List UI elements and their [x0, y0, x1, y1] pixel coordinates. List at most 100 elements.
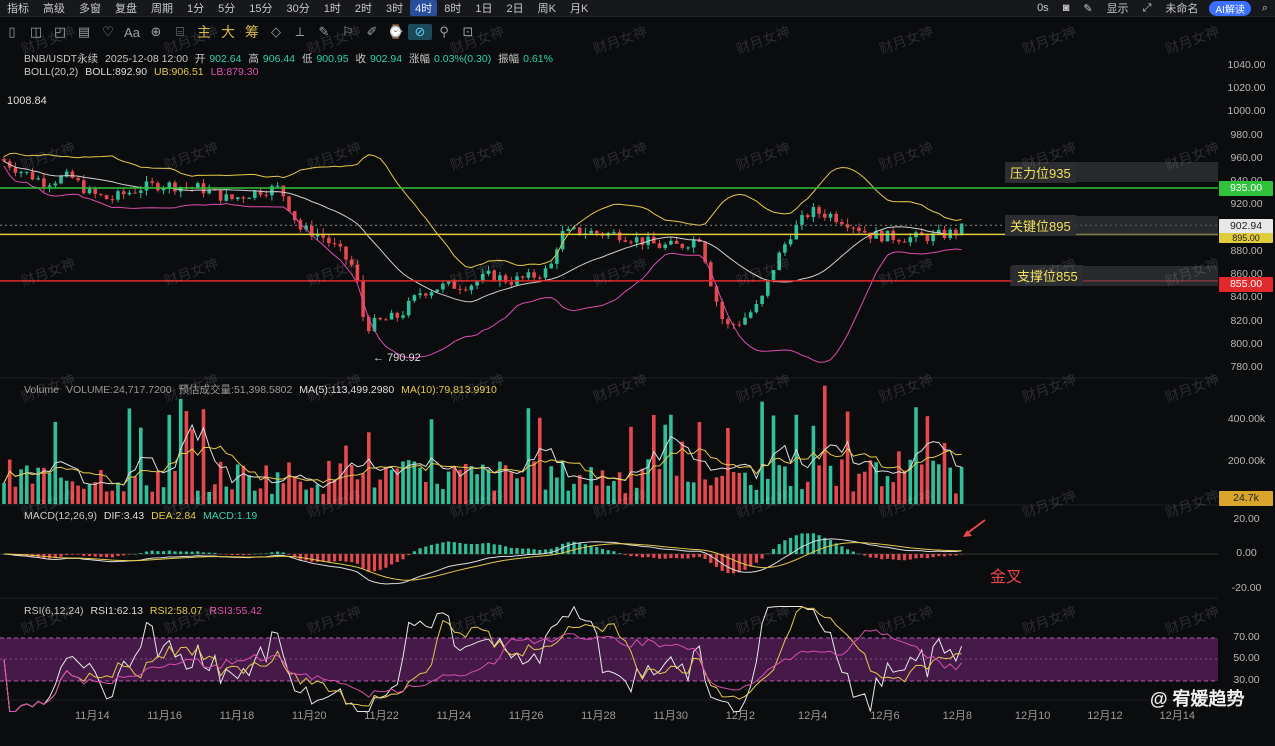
macd-histogram-bar [224, 554, 228, 555]
macd-name[interactable]: MACD(12,26,9) [24, 510, 97, 522]
topbar-item-5[interactable]: 1分 [187, 3, 205, 15]
volume-bar [919, 464, 924, 504]
topbar-item-13[interactable]: 8时 [444, 3, 462, 15]
candle-body [840, 221, 844, 225]
macd-histogram-bar [196, 551, 200, 554]
pen-icon[interactable]: ✎ [1083, 2, 1093, 15]
macd-histogram-bar [629, 554, 633, 557]
volume-bar [412, 461, 417, 504]
volume-bar [549, 466, 553, 504]
candle-body [612, 232, 616, 234]
candle-body [714, 286, 719, 302]
volume-ma10: MA(10):79,813.9910 [401, 384, 497, 396]
macd-histogram-bar [258, 553, 263, 555]
volume-bar [93, 482, 97, 504]
macd-axis[interactable]: 20.00 0.00 -20.00 [1218, 0, 1275, 600]
drawing-tool-5[interactable]: Aa [124, 24, 140, 40]
drawing-tool-15[interactable]: ✐ [366, 24, 378, 39]
topbar-item-3[interactable]: 复盘 [115, 3, 137, 15]
drawing-tool-9[interactable]: 大 [221, 24, 235, 40]
volume-bar [486, 469, 491, 504]
drawing-tool-12[interactable]: ⟂ [295, 24, 305, 39]
candle-body [748, 312, 753, 318]
display-button[interactable]: 显示 [1106, 3, 1129, 15]
low-value: 900.95 [316, 53, 349, 65]
drawing-tool-8[interactable]: 主 [197, 24, 211, 40]
price-axis[interactable]: 1040.001020.001000.00980.00960.00940.009… [1218, 0, 1275, 380]
kline-chart[interactable] [0, 46, 1218, 746]
macd-histogram-bar [868, 554, 872, 558]
rsi3-line [3, 629, 962, 712]
candle-body [498, 275, 502, 282]
topbar-item-0[interactable]: 指标 [7, 3, 29, 15]
topbar-item-7[interactable]: 15分 [249, 3, 273, 15]
drawing-tool-16[interactable]: ⌚ [387, 24, 405, 39]
ai-interpret-button[interactable]: AI解读 [1209, 0, 1251, 16]
candle-body [469, 285, 474, 291]
camera-icon[interactable]: ◙ [1062, 2, 1070, 14]
macd-histogram-bar [777, 544, 781, 554]
volume-bar [845, 411, 850, 504]
topbar-item-17[interactable]: 月K [569, 3, 589, 15]
drawing-tool-4[interactable]: ♡ [102, 24, 114, 39]
time-tick-0: 11月14 [75, 710, 110, 722]
drawing-tool-2[interactable]: ◰ [53, 24, 67, 39]
candle-body [82, 180, 86, 194]
volume-bar [304, 489, 308, 504]
search-icon[interactable]: ⌕ [1261, 1, 1268, 14]
volume-bar [173, 470, 177, 504]
fullscreen-icon[interactable]: ⤢ [1142, 1, 1152, 14]
topbar-item-16[interactable]: 周K [537, 3, 556, 15]
topbar-item-10[interactable]: 2时 [354, 3, 372, 15]
candle-body [851, 227, 856, 229]
high-label: 高 [248, 53, 259, 65]
topbar-item-15[interactable]: 2日 [506, 3, 524, 15]
drawing-tool-1[interactable]: ◫ [29, 24, 43, 39]
topbar-item-4[interactable]: 周期 [151, 3, 173, 15]
drawing-tool-17[interactable]: ⊘ [408, 24, 432, 40]
volume-bar [42, 467, 46, 504]
macd-histogram-bar [526, 548, 530, 554]
rsi2-line [3, 606, 962, 712]
macd-histogram-bar [201, 552, 206, 554]
candle-body [595, 230, 599, 234]
drawing-tool-7[interactable]: ⌸ [176, 24, 184, 39]
volume-bar [737, 472, 742, 504]
macd-histogram-bar [754, 554, 758, 563]
topbar-item-8[interactable]: 30分 [286, 3, 310, 15]
topbar-item-11[interactable]: 3时 [386, 3, 404, 15]
topbar-item-2[interactable]: 多窗 [79, 3, 101, 15]
drawing-tool-13[interactable]: ✎ [318, 24, 330, 39]
time-tick-12: 12月8 [942, 710, 972, 722]
topbar-item-9[interactable]: 1时 [323, 3, 341, 15]
macd-histogram-bar [441, 542, 445, 554]
volume-bar [577, 474, 582, 504]
volume-axis[interactable]: 400.00k 200.00k [1218, 0, 1275, 510]
macd-histogram-bar [640, 554, 644, 558]
boll-name[interactable]: BOLL(20,2) [24, 66, 79, 78]
macd-histogram-bar [82, 554, 86, 556]
candle-body [361, 280, 365, 317]
macd-histogram-bar [897, 554, 901, 561]
topbar-item-1[interactable]: 高级 [43, 3, 65, 15]
volume-name[interactable]: Volume [24, 384, 60, 396]
macd-histogram-bar [783, 540, 787, 554]
drawing-tool-11[interactable]: ◇ [271, 24, 281, 39]
candle-body [674, 240, 679, 244]
rsi-axis[interactable]: 70.00 50.00 30.00 [1218, 0, 1275, 700]
change-label: 涨幅 [409, 53, 431, 65]
volume-bar [754, 489, 759, 504]
rsi-name[interactable]: RSI(6,12,24) [24, 605, 84, 617]
topbar-item-14[interactable]: 1日 [475, 3, 493, 15]
drawing-tool-19[interactable]: ⊡ [462, 24, 474, 39]
layout-name[interactable]: 未命名 [1165, 3, 1199, 15]
resistance-price-tag: 935.00 [1219, 181, 1273, 196]
topbar-item-6[interactable]: 5分 [218, 3, 236, 15]
drawing-tool-6[interactable]: ⊕ [150, 24, 162, 39]
drawing-tool-0[interactable]: ▯ [8, 24, 16, 39]
drawing-tool-10[interactable]: 筹 [245, 24, 259, 40]
drawing-tool-14[interactable]: ⚐ [342, 24, 354, 39]
topbar-item-12[interactable]: 4时 [410, 0, 438, 16]
drawing-tool-18[interactable]: ⚲ [439, 24, 449, 39]
drawing-tool-3[interactable]: ▤ [77, 24, 91, 39]
